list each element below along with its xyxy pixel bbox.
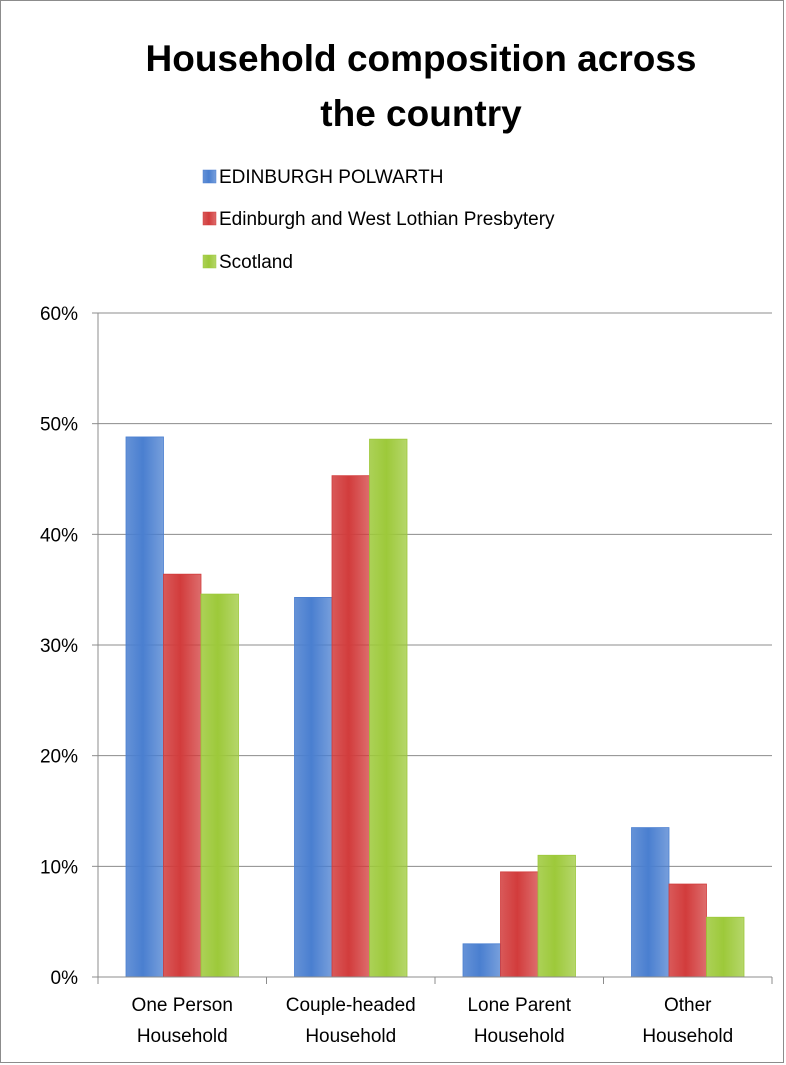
- y-tick-label: 40%: [40, 525, 78, 546]
- bar: [331, 475, 370, 978]
- y-tick-label: 30%: [40, 636, 78, 657]
- legend-item: Scotland: [202, 252, 293, 273]
- legend-label: Scotland: [219, 252, 293, 273]
- x-category-label: Lone Parent: [467, 995, 571, 1016]
- x-axis: One Person Household Couple-headed Househol…: [97, 976, 773, 1047]
- legend-swatch: [202, 211, 217, 226]
- legend-item: EDINBURGH POLWARTH: [202, 167, 444, 188]
- legend-label: EDINBURGH POLWARTH: [219, 167, 444, 188]
- bar: [668, 883, 707, 978]
- y-tick-label: 0%: [51, 968, 79, 989]
- chart-title-line: Household composition across: [146, 38, 697, 79]
- bar: [706, 916, 745, 978]
- chart-title: Household composition across the country: [146, 38, 697, 134]
- legend-label: Edinburgh and West Lothian Presbytery: [219, 209, 555, 230]
- legend-swatch: [202, 254, 217, 269]
- chart-title-line: the country: [320, 93, 522, 134]
- bar: [163, 573, 202, 978]
- x-category-label: Other: [664, 995, 712, 1016]
- x-category-label: One Person: [132, 995, 233, 1016]
- x-category-label: Couple-headed: [286, 995, 416, 1016]
- y-axis: 0% 10% 20% 30% 40% 50% 60%: [40, 304, 99, 989]
- bar: [537, 854, 576, 978]
- x-category-label: Household: [642, 1026, 733, 1047]
- x-category-label: Household: [305, 1026, 396, 1047]
- bar: [200, 593, 239, 978]
- bar: [369, 438, 408, 978]
- bars: [125, 436, 745, 978]
- bar: [294, 597, 333, 978]
- bar: [500, 871, 539, 978]
- x-category-label: Household: [474, 1026, 565, 1047]
- bar: [125, 436, 164, 978]
- y-tick-label: 10%: [40, 857, 78, 878]
- legend: EDINBURGH POLWARTH Edinburgh and West Lot…: [202, 167, 555, 273]
- y-tick-label: 20%: [40, 747, 78, 768]
- legend-item: Edinburgh and West Lothian Presbytery: [202, 209, 555, 230]
- bar: [631, 827, 670, 978]
- y-tick-label: 50%: [40, 415, 78, 436]
- x-category-label: Household: [137, 1026, 228, 1047]
- legend-swatch: [202, 169, 217, 184]
- bar: [462, 943, 501, 978]
- y-tick-label: 60%: [40, 304, 78, 325]
